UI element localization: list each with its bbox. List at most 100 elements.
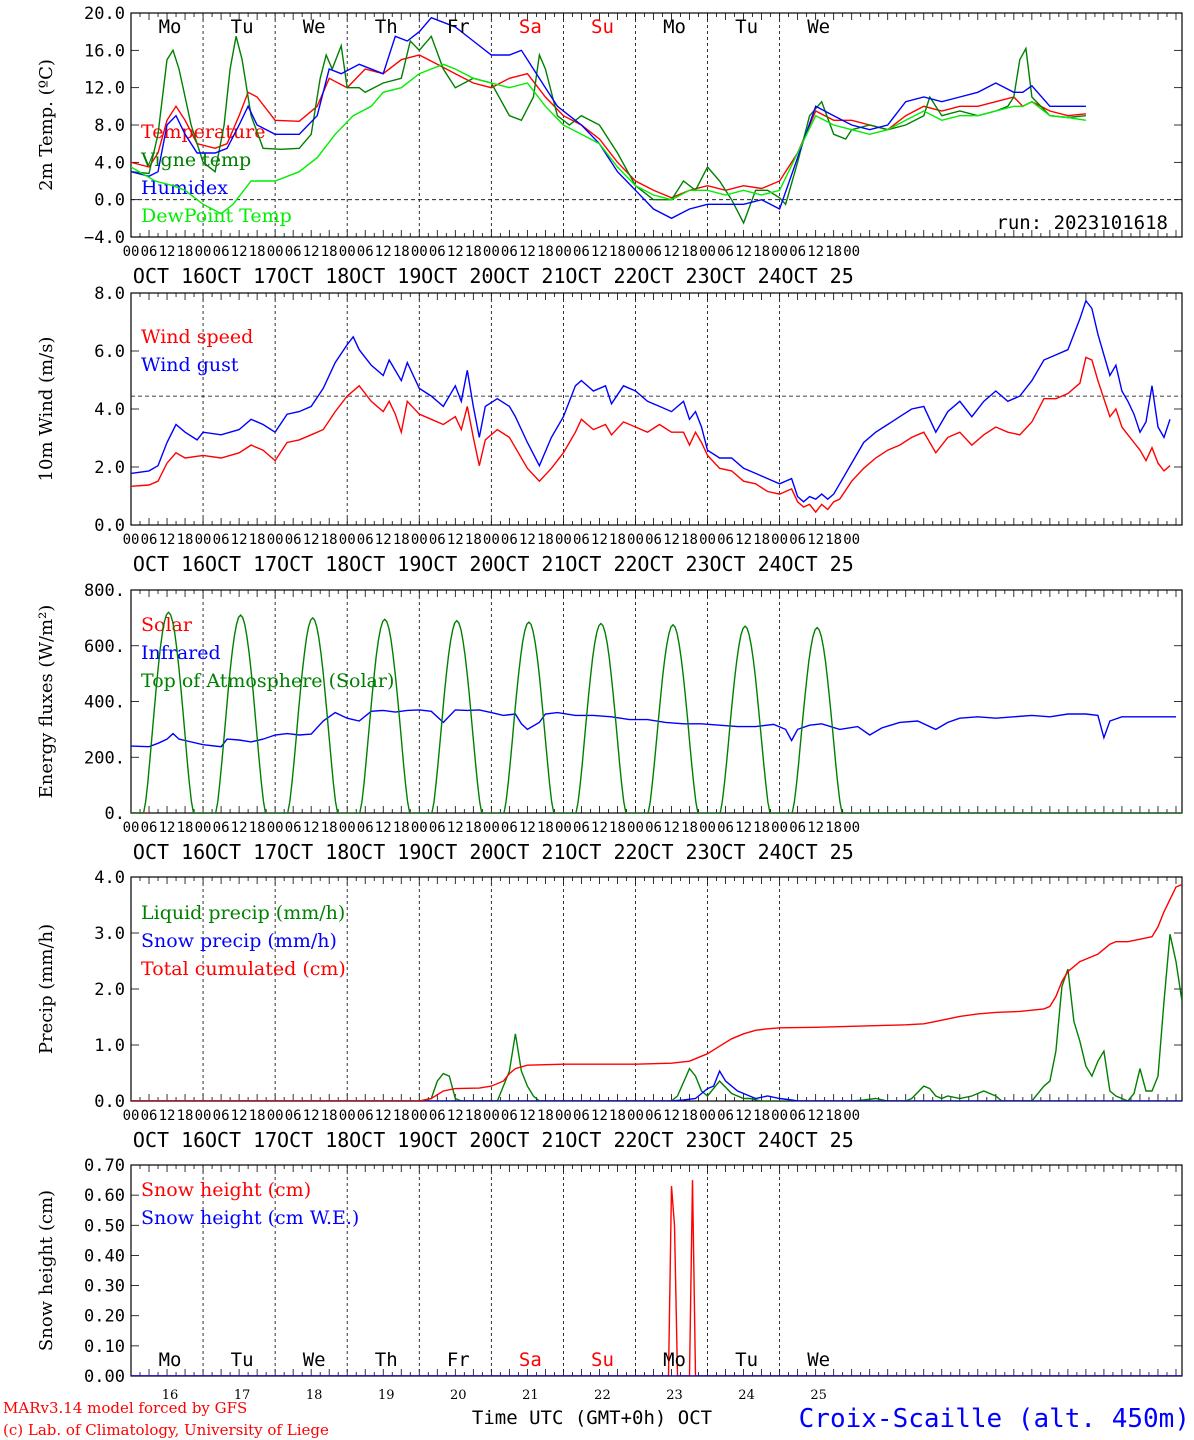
hour-tick-label: 18 — [609, 244, 626, 260]
hour-tick-label: 12 — [591, 1108, 608, 1124]
x-axis-label: Time UTC (GMT+0h) OCT — [472, 1407, 712, 1429]
hour-tick-label: 06 — [285, 1108, 302, 1124]
panel-4: 4.0 3.0 2.0 1.0 0.0 Precip (mm/h) Liquid preci… — [36, 868, 1183, 1152]
hour-tick-label: 06 — [285, 820, 302, 836]
panel-2: 8.0 6.0 4.0 2.0 0.0 10m Wind (m/s) Wind speed W… — [36, 284, 1183, 576]
hour-tick-label: 06 — [717, 244, 734, 260]
hour-tick-label: 00 — [123, 532, 140, 548]
hour-tick-label: 00 — [195, 244, 212, 260]
weekday-label-top: Mo — [159, 16, 182, 38]
hour-tick-label: 06 — [357, 532, 374, 548]
hour-tick-label: 00 — [195, 532, 212, 548]
hour-tick-label: 06 — [573, 532, 590, 548]
hour-tick-label: 00 — [699, 532, 716, 548]
hour-tick-label: 06 — [213, 244, 230, 260]
hour-tick-label: 06 — [213, 532, 230, 548]
hour-tick-label: 00 — [627, 1108, 644, 1124]
hour-tick-label: 12 — [519, 1108, 536, 1124]
y-tick-label: 0.50 — [84, 1216, 125, 1236]
hour-tick-label: 12 — [375, 1108, 392, 1124]
hour-tick-label: 18 — [177, 532, 194, 548]
date-label: OCT 20 — [421, 1128, 493, 1152]
credit-line-2: (c) Lab. of Climatology, University of L… — [3, 1421, 329, 1439]
hour-tick-label: 00 — [123, 244, 140, 260]
hour-tick-label: 18 — [321, 244, 338, 260]
hour-tick-label: 00 — [843, 244, 860, 260]
hour-tick-label: 12 — [303, 1108, 320, 1124]
hour-tick-label: 12 — [159, 532, 176, 548]
hour-tick-label: 12 — [663, 1108, 680, 1124]
hour-tick-label: 12 — [807, 244, 824, 260]
hour-tick-label: 12 — [375, 532, 392, 548]
date-label: OCT 19 — [349, 1128, 421, 1152]
date-label: OCT 16 — [133, 552, 205, 576]
hour-tick-label: 18 — [753, 532, 770, 548]
hour-tick-label: 06 — [573, 1108, 590, 1124]
hour-tick-label: 00 — [771, 1108, 788, 1124]
date-label: OCT 21 — [493, 1128, 565, 1152]
hour-tick-label: 12 — [447, 244, 464, 260]
date-label: OCT 25 — [782, 264, 854, 288]
hour-tick-label: 00 — [411, 1108, 428, 1124]
weekday-label-bottom: Tu — [735, 1349, 758, 1371]
date-label: OCT 23 — [637, 264, 709, 288]
weekday-label-bottom: Su — [591, 1349, 614, 1371]
legend-entry: Vigne temp — [140, 149, 251, 171]
hour-tick-label: 00 — [339, 820, 356, 836]
hour-tick-label: 06 — [357, 244, 374, 260]
hour-tick-label: 18 — [537, 532, 554, 548]
hour-tick-label: 00 — [555, 1108, 572, 1124]
hour-tick-label: 12 — [591, 820, 608, 836]
hour-tick-label: 06 — [285, 532, 302, 548]
hour-tick-label: 00 — [339, 244, 356, 260]
hour-tick-label: 12 — [303, 244, 320, 260]
date-label: OCT 18 — [277, 264, 349, 288]
day-number: 19 — [378, 1388, 395, 1403]
hour-tick-label: 12 — [735, 1108, 752, 1124]
hour-tick-label: 18 — [393, 820, 410, 836]
weekday-label-top: Tu — [735, 16, 758, 38]
date-label: OCT 20 — [421, 840, 493, 864]
y-axis-label: Precip (mm/h) — [36, 924, 57, 1054]
date-label: OCT 25 — [782, 1128, 854, 1152]
date-label: OCT 16 — [133, 264, 205, 288]
hour-tick-label: 00 — [555, 244, 572, 260]
plot-frame — [130, 589, 1183, 814]
hour-tick-label: 00 — [483, 820, 500, 836]
hour-tick-label: 00 — [555, 820, 572, 836]
hour-tick-label: 18 — [249, 244, 266, 260]
hour-tick-label: 12 — [447, 820, 464, 836]
series-line-blue — [131, 299, 1171, 503]
y-tick-label: 3.0 — [94, 924, 125, 944]
day-number: 23 — [666, 1388, 683, 1403]
panel-5: 0.70 0.60 0.50 0.40 0.30 0.20 0.10 0.00 Snow hei… — [36, 1156, 1183, 1387]
hour-tick-label: 12 — [591, 532, 608, 548]
hour-tick-label: 06 — [717, 532, 734, 548]
hour-tick-label: 12 — [303, 820, 320, 836]
hour-tick-label: 00 — [195, 1108, 212, 1124]
run-label: run: 2023101618 — [996, 212, 1168, 234]
date-label: OCT 24 — [709, 840, 781, 864]
legend-entry: Top of Atmosphere (Solar) — [141, 670, 394, 692]
y-tick-label: 0.70 — [84, 1156, 125, 1176]
hour-tick-label: 12 — [735, 532, 752, 548]
y-tick-label: 0. — [105, 804, 125, 824]
weekday-label-top: We — [807, 16, 830, 38]
weekday-label-top: Su — [591, 16, 614, 38]
hour-tick-label: 12 — [231, 532, 248, 548]
y-tick-label: 0.00 — [84, 1367, 125, 1387]
y-tick-label: 1.0 — [94, 1036, 125, 1056]
y-tick-label: 400. — [84, 693, 125, 713]
hour-tick-label: 12 — [735, 820, 752, 836]
hour-tick-label: 00 — [555, 532, 572, 548]
y-tick-label: 600. — [84, 637, 125, 657]
weekday-label-bottom: Tu — [231, 1349, 254, 1371]
hour-tick-label: 12 — [159, 820, 176, 836]
legend-entry: Wind gust — [141, 354, 239, 376]
hour-tick-label: 06 — [429, 244, 446, 260]
hour-tick-label: 18 — [465, 1108, 482, 1124]
hour-tick-label: 06 — [141, 1108, 158, 1124]
hour-tick-label: 18 — [393, 532, 410, 548]
legend-entry: Liquid precip (mm/h) — [141, 902, 345, 924]
date-label: OCT 23 — [637, 1128, 709, 1152]
